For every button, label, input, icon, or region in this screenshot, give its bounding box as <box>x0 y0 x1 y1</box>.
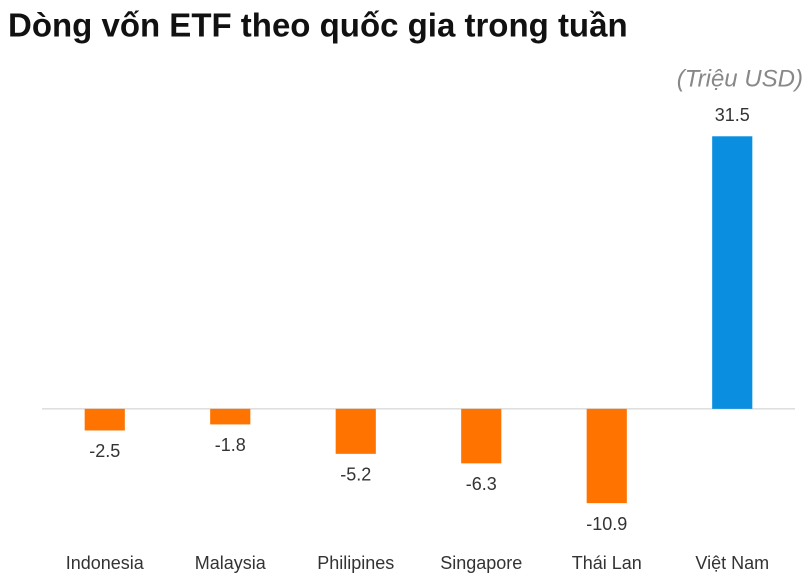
bar <box>586 408 627 504</box>
value-label: -1.8 <box>215 435 246 455</box>
bar <box>461 408 502 464</box>
x-tick-label: Indonesia <box>66 553 145 573</box>
x-tick-label: Singapore <box>440 553 522 573</box>
bar <box>712 136 753 409</box>
value-label: 31.5 <box>715 105 750 125</box>
x-tick-label: Việt Nam <box>695 553 769 573</box>
bar <box>210 408 251 425</box>
x-tick-label: Thái Lan <box>572 553 642 573</box>
bar <box>335 408 376 454</box>
value-label: -6.3 <box>466 474 497 494</box>
chart-title: Dòng vốn ETF theo quốc gia trong tuần <box>8 7 628 44</box>
x-tick-label: Philipines <box>317 553 394 573</box>
value-label: -5.2 <box>340 465 371 485</box>
value-label: -10.9 <box>586 514 627 534</box>
x-tick-label: Malaysia <box>195 553 267 573</box>
bar <box>84 408 125 431</box>
unit-label: (Triệu USD) <box>677 65 803 92</box>
value-label: -2.5 <box>89 441 120 461</box>
